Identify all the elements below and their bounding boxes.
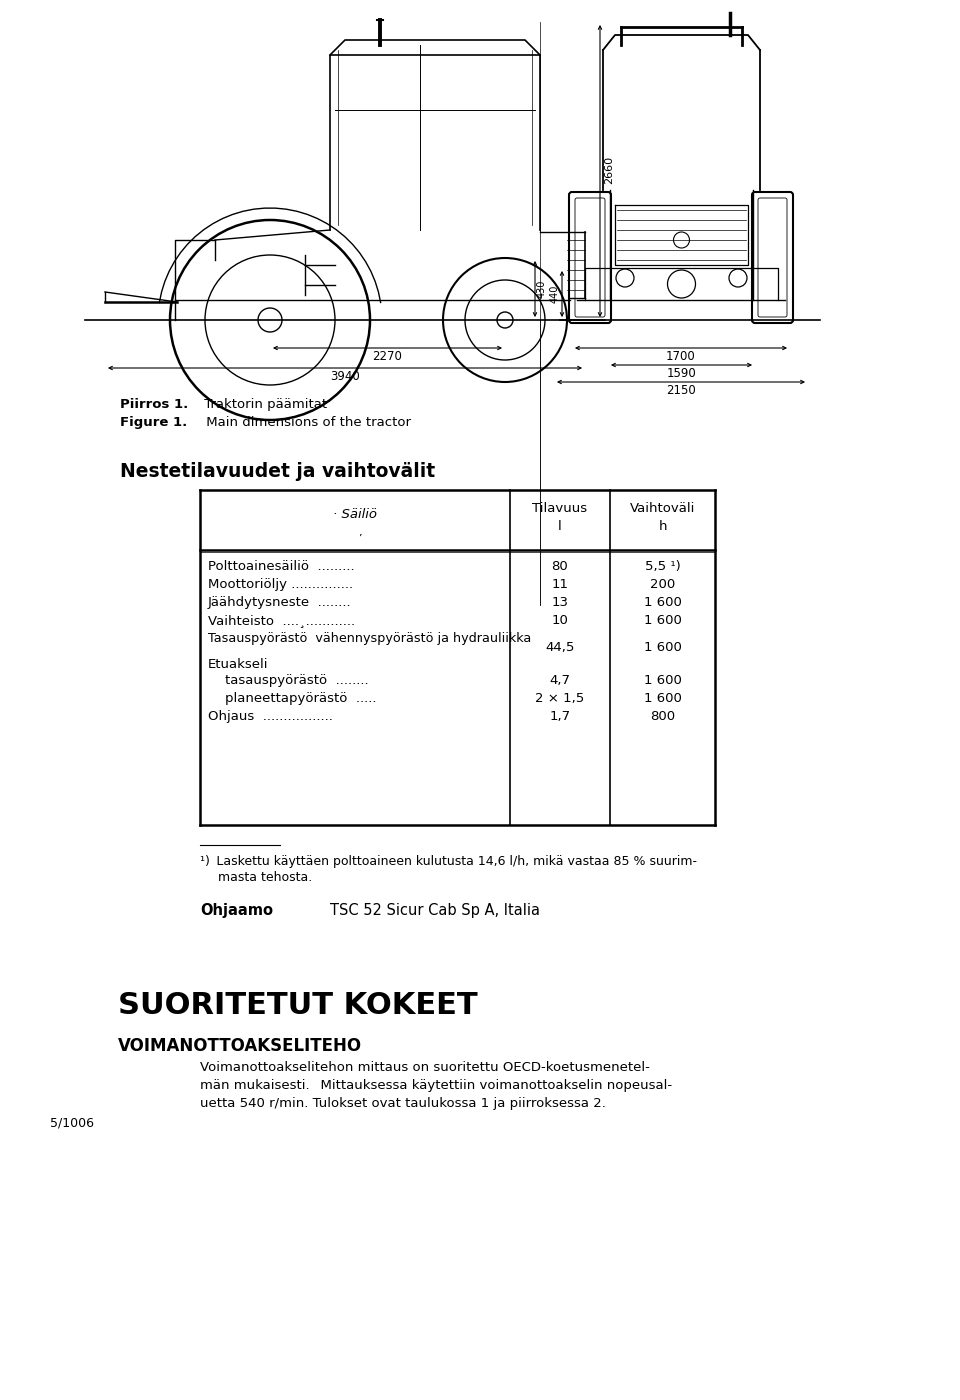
Text: masta tehosta.: masta tehosta. [218, 871, 312, 883]
Text: 5/1006: 5/1006 [50, 1117, 94, 1130]
Text: 1 600: 1 600 [643, 692, 682, 706]
Text: TSC 52 Sicur Cab Sp A, Italia: TSC 52 Sicur Cab Sp A, Italia [330, 903, 540, 918]
Text: Moottoriöljy ...............: Moottoriöljy ............... [208, 578, 353, 591]
Text: 1 600: 1 600 [643, 673, 682, 687]
Text: Vaihteisto  ....¸............: Vaihteisto ....¸............ [208, 615, 355, 627]
Text: l: l [558, 519, 562, 533]
Text: VOIMANOTTOAKSELITEHO: VOIMANOTTOAKSELITEHO [118, 1037, 362, 1056]
Text: 11: 11 [551, 578, 568, 591]
Text: h: h [659, 519, 667, 533]
Text: Figure 1.: Figure 1. [120, 416, 187, 428]
Text: 1 600: 1 600 [643, 596, 682, 609]
Text: 1 600: 1 600 [643, 641, 682, 654]
Text: tasauspyörästö  ........: tasauspyörästö ........ [208, 673, 369, 687]
Text: Tasauspyörästö  vähennyspyörästö ja hydrauliikka: Tasauspyörästö vähennyspyörästö ja hydra… [208, 631, 531, 645]
Text: 5,5 ¹): 5,5 ¹) [644, 560, 681, 573]
Text: 2270: 2270 [372, 350, 402, 363]
Text: Piirros 1.: Piirros 1. [120, 398, 188, 412]
Text: 1700: 1700 [666, 350, 696, 363]
Text: 10: 10 [552, 615, 568, 627]
Text: 80: 80 [552, 560, 568, 573]
Text: 2660: 2660 [604, 155, 614, 183]
Text: Tilavuus: Tilavuus [533, 503, 588, 515]
Text: 4,7: 4,7 [549, 673, 570, 687]
Text: Traktorin päämitat: Traktorin päämitat [200, 398, 327, 412]
Text: 2150: 2150 [666, 384, 696, 398]
Text: 44,5: 44,5 [545, 641, 575, 654]
Text: 1 600: 1 600 [643, 615, 682, 627]
Text: Etuakseli: Etuakseli [208, 658, 269, 671]
Text: 1590: 1590 [666, 367, 696, 379]
Text: Jäähdytysneste  ........: Jäähdytysneste ........ [208, 596, 351, 609]
Text: 13: 13 [551, 596, 568, 609]
Text: 3940: 3940 [330, 370, 360, 384]
Text: · Säiliö: · Säiliö [333, 508, 377, 521]
Text: 430: 430 [537, 280, 547, 298]
Text: 1,7: 1,7 [549, 710, 570, 722]
Text: Main dimensions of the tractor: Main dimensions of the tractor [202, 416, 411, 428]
Text: Vaihtoväli: Vaihtoväli [630, 503, 695, 515]
Text: Ohjaus  .................: Ohjaus ................. [208, 710, 333, 722]
Text: ¹)  Laskettu käyttäen polttoaineen kulutusta 14,6 l/h, mikä vastaa 85 % suurim-: ¹) Laskettu käyttäen polttoaineen kulutu… [200, 855, 697, 868]
Text: 2 × 1,5: 2 × 1,5 [536, 692, 585, 706]
Text: uetta 540 r/min. Tulokset ovat taulukossa 1 ja piirroksessa 2.: uetta 540 r/min. Tulokset ovat taulukoss… [200, 1098, 606, 1110]
Text: män mukaisesti.  Mittauksessa käytettiin voimanottoakselin nopeusal-: män mukaisesti. Mittauksessa käytettiin … [200, 1079, 672, 1092]
Text: 800: 800 [650, 710, 675, 722]
Text: 200: 200 [650, 578, 675, 591]
Text: Ohjaamo: Ohjaamo [200, 903, 273, 918]
Text: planeettapyörästö  .....: planeettapyörästö ..... [208, 692, 376, 706]
Text: 440: 440 [550, 284, 560, 304]
Text: Polttoainesäiliö  .........: Polttoainesäiliö ......... [208, 560, 354, 573]
Text: Nestetilavuudet ja vaihtovälit: Nestetilavuudet ja vaihtovälit [120, 462, 435, 482]
Text: Voimanottoakselitehon mittaus on suoritettu OECD-koetusmenetel-: Voimanottoakselitehon mittaus on suorite… [200, 1061, 650, 1074]
Text: SUORITETUT KOKEET: SUORITETUT KOKEET [118, 991, 478, 1021]
Text: ’: ’ [358, 533, 362, 545]
